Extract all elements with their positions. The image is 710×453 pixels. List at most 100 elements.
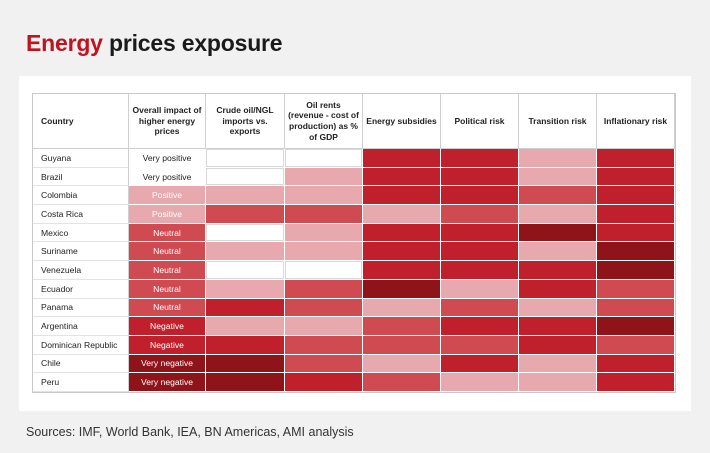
energy-subsidies-cell (363, 373, 441, 392)
crude-imports-cell (206, 317, 285, 336)
country-cell: Suriname (33, 242, 129, 262)
overall-impact-cell: Very positive (129, 149, 206, 168)
crude-imports-cell (206, 335, 285, 355)
heatmap-panel: Country Overall impact of higher energy … (19, 76, 691, 411)
transition-risk-cell (519, 354, 597, 374)
oil-rents-cell (285, 261, 363, 280)
inflationary-risk-cell (597, 186, 675, 206)
political-risk-cell (441, 205, 519, 224)
energy-subsidies-cell (363, 149, 441, 168)
crude-imports-cell (206, 205, 285, 224)
energy-subsidies-cell (363, 317, 441, 336)
political-risk-cell (441, 149, 519, 168)
crude-imports-cell (206, 186, 285, 206)
energy-subsidies-cell (363, 186, 441, 206)
table-row: Chile Very negative (33, 354, 675, 374)
table-row: Mexico Neutral (33, 223, 675, 243)
column-header-inflationary-risk: Inflationary risk (597, 94, 675, 149)
inflationary-risk-cell (597, 205, 675, 224)
country-cell: Dominican Republic (33, 335, 129, 355)
inflationary-risk-cell (597, 298, 675, 318)
table-row: Peru Very negative (33, 373, 675, 392)
transition-risk-cell (519, 186, 597, 206)
overall-impact-cell: Positive (129, 205, 206, 224)
transition-risk-cell (519, 279, 597, 299)
inflationary-risk-cell (597, 167, 675, 187)
column-header-energy-subsidies: Energy subsidies (363, 94, 441, 149)
inflationary-risk-cell (597, 223, 675, 243)
crude-imports-cell (206, 298, 285, 318)
title-accent: Energy (26, 30, 103, 56)
overall-impact-cell: Neutral (129, 223, 206, 243)
page-title: Energy prices exposure (26, 30, 283, 57)
energy-subsidies-cell (363, 279, 441, 299)
country-cell: Chile (33, 354, 129, 374)
overall-impact-cell: Neutral (129, 279, 206, 299)
crude-imports-cell (206, 167, 285, 187)
country-cell: Mexico (33, 223, 129, 243)
transition-risk-cell (519, 205, 597, 224)
table-row: Dominican Republic Negative (33, 335, 675, 355)
table-row: Argentina Negative (33, 317, 675, 336)
sources-note: Sources: IMF, World Bank, IEA, BN Americ… (26, 425, 354, 439)
table-row: Costa Rica Positive (33, 205, 675, 224)
political-risk-cell (441, 298, 519, 318)
overall-impact-cell: Very negative (129, 354, 206, 374)
energy-subsidies-cell (363, 242, 441, 262)
oil-rents-cell (285, 186, 363, 206)
crude-imports-cell (206, 223, 285, 243)
oil-rents-cell (285, 279, 363, 299)
energy-subsidies-cell (363, 261, 441, 280)
political-risk-cell (441, 354, 519, 374)
column-header-overall-impact: Overall impact of higher energy prices (129, 94, 206, 149)
inflationary-risk-cell (597, 261, 675, 280)
energy-subsidies-cell (363, 354, 441, 374)
oil-rents-cell (285, 167, 363, 187)
oil-rents-cell (285, 335, 363, 355)
transition-risk-cell (519, 317, 597, 336)
column-header-political-risk: Political risk (441, 94, 519, 149)
table-row: Venezuela Neutral (33, 261, 675, 280)
country-cell: Colombia (33, 186, 129, 206)
crude-imports-cell (206, 279, 285, 299)
oil-rents-cell (285, 242, 363, 262)
country-cell: Venezuela (33, 261, 129, 280)
overall-impact-cell: Positive (129, 186, 206, 206)
energy-subsidies-cell (363, 298, 441, 318)
transition-risk-cell (519, 242, 597, 262)
header-row: Country Overall impact of higher energy … (33, 94, 675, 149)
overall-impact-cell: Neutral (129, 242, 206, 262)
table-row: Guyana Very positive (33, 149, 675, 168)
crude-imports-cell (206, 354, 285, 374)
inflationary-risk-cell (597, 242, 675, 262)
crude-imports-cell (206, 261, 285, 280)
table-row: Suriname Neutral (33, 242, 675, 262)
country-cell: Ecuador (33, 279, 129, 299)
transition-risk-cell (519, 335, 597, 355)
column-header-oil-rents: Oil rents (revenue - cost of production)… (285, 94, 363, 149)
political-risk-cell (441, 261, 519, 280)
country-cell: Panama (33, 298, 129, 318)
inflationary-risk-cell (597, 373, 675, 392)
energy-subsidies-cell (363, 205, 441, 224)
oil-rents-cell (285, 223, 363, 243)
transition-risk-cell (519, 223, 597, 243)
inflationary-risk-cell (597, 354, 675, 374)
crude-imports-cell (206, 242, 285, 262)
overall-impact-cell: Neutral (129, 298, 206, 318)
table-row: Colombia Positive (33, 186, 675, 206)
oil-rents-cell (285, 373, 363, 392)
crude-imports-cell (206, 149, 285, 168)
transition-risk-cell (519, 167, 597, 187)
overall-impact-cell: Negative (129, 335, 206, 355)
transition-risk-cell (519, 261, 597, 280)
country-cell: Costa Rica (33, 205, 129, 224)
country-cell: Brazil (33, 167, 129, 187)
oil-rents-cell (285, 354, 363, 374)
political-risk-cell (441, 373, 519, 392)
overall-impact-cell: Very positive (129, 167, 206, 187)
column-header-country: Country (33, 94, 129, 149)
country-cell: Peru (33, 373, 129, 392)
energy-subsidies-cell (363, 223, 441, 243)
inflationary-risk-cell (597, 149, 675, 168)
